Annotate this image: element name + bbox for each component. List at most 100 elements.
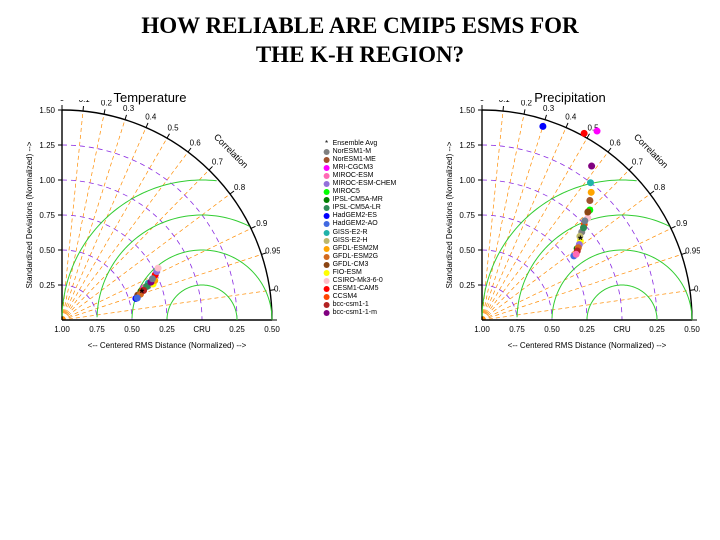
svg-text:0.99: 0.99 [694, 285, 700, 294]
taylor-svg-right: 00.10.20.30.40.50.60.70.80.90.950.991Cor… [440, 100, 700, 360]
legend-label: IPSL-CM5A-LR [333, 204, 381, 212]
svg-text:0.50: 0.50 [684, 325, 700, 334]
svg-text:0.95: 0.95 [265, 247, 280, 256]
svg-text:0.50: 0.50 [544, 325, 560, 334]
legend-label: NorESM1-ME [333, 156, 376, 164]
legend-label: GFDL-ESM2G [333, 253, 379, 261]
legend: *Ensemble AvgNorESM1-MNorESM1-MEMRI-CGCM… [324, 140, 397, 317]
svg-text:0.50: 0.50 [39, 246, 55, 255]
svg-text:0.75: 0.75 [459, 211, 475, 220]
svg-text:*: * [139, 286, 144, 300]
svg-text:0.4: 0.4 [565, 113, 577, 122]
svg-text:0.8: 0.8 [654, 183, 666, 192]
svg-text:0.6: 0.6 [610, 138, 622, 147]
svg-text:Standardized Deviations (Norma: Standardized Deviations (Normalized) --> [25, 141, 34, 288]
svg-text:0.50: 0.50 [264, 325, 280, 334]
legend-swatch-icon [324, 221, 330, 227]
svg-text:0.3: 0.3 [543, 104, 555, 113]
legend-label: MIROC5 [333, 188, 360, 196]
legend-swatch-icon [324, 165, 330, 171]
svg-text:*: * [578, 233, 583, 247]
svg-text:0.95: 0.95 [685, 247, 700, 256]
legend-item: CCSM4 [324, 293, 397, 301]
taylor-temperature: Temperature 00.10.20.30.40.50.60.70.80.9… [20, 100, 280, 365]
svg-text:0.25: 0.25 [159, 325, 175, 334]
taylor-precipitation: Precipitation 00.10.20.30.40.50.60.70.80… [440, 100, 700, 365]
legend-item: GISS-E2-H [324, 237, 397, 245]
legend-swatch-icon [324, 197, 330, 203]
title-line-1: HOW RELIABLE ARE CMIP5 ESMS FOR [141, 13, 578, 38]
svg-text:0.25: 0.25 [649, 325, 665, 334]
legend-item: IPSL-CM5A-LR [324, 204, 397, 212]
legend-label: MRI-CGCM3 [333, 164, 373, 172]
svg-text:0.5: 0.5 [167, 124, 179, 133]
legend-item: bcc-csm1-1-m [324, 309, 397, 317]
legend-swatch-icon [324, 230, 330, 236]
legend-swatch-icon [324, 157, 330, 163]
svg-text:1.25: 1.25 [459, 141, 475, 150]
legend-label: MIROC-ESM-CHEM [333, 180, 397, 188]
legend-swatch-icon [324, 254, 330, 260]
svg-text:0.75: 0.75 [39, 211, 55, 220]
svg-text:0.99: 0.99 [274, 285, 280, 294]
legend-label: CESM1-CAM5 [333, 285, 379, 293]
legend-item: MIROC-ESM [324, 172, 397, 180]
legend-swatch-icon [324, 294, 330, 300]
legend-label: GFDL-CM3 [333, 261, 369, 269]
svg-text:1.00: 1.00 [54, 325, 70, 334]
svg-text:1.00: 1.00 [39, 176, 55, 185]
legend-swatch-icon [324, 213, 330, 219]
legend-label: IPSL-CM5A-MR [333, 196, 383, 204]
legend-swatch-icon [324, 181, 330, 187]
legend-swatch-icon [324, 310, 330, 316]
legend-item: *Ensemble Avg [324, 140, 397, 148]
legend-item: CSIRO-Mk3-6-0 [324, 277, 397, 285]
legend-swatch-icon [324, 149, 330, 155]
svg-text:0.75: 0.75 [509, 325, 525, 334]
svg-text:0.25: 0.25 [39, 281, 55, 290]
legend-label: CSIRO-Mk3-6-0 [333, 277, 383, 285]
svg-text:0.25: 0.25 [579, 325, 595, 334]
svg-text:1.50: 1.50 [39, 106, 55, 115]
legend-item: FIO-ESM [324, 269, 397, 277]
title-line-2: THE K-H REGION? [256, 42, 464, 67]
legend-swatch-icon [324, 246, 330, 252]
legend-swatch-icon [324, 278, 330, 284]
chart-title-left: Temperature [20, 90, 280, 105]
svg-text:0.9: 0.9 [256, 219, 268, 228]
legend-item: MRI-CGCM3 [324, 164, 397, 172]
legend-label: bcc-csm1-1-m [333, 309, 377, 317]
svg-text:0.25: 0.25 [229, 325, 245, 334]
legend-swatch-icon [324, 286, 330, 292]
legend-item: GISS-E2-R [324, 229, 397, 237]
legend-swatch-icon [324, 238, 330, 244]
svg-text:0.8: 0.8 [234, 183, 246, 192]
legend-item: GFDL-ESM2M [324, 245, 397, 253]
legend-label: NorESM1-M [333, 148, 372, 156]
legend-item: HadGEM2-AO [324, 220, 397, 228]
svg-text:1.00: 1.00 [459, 176, 475, 185]
legend-item: CESM1-CAM5 [324, 285, 397, 293]
legend-label: CCSM4 [333, 293, 358, 301]
legend-item: NorESM1-ME [324, 156, 397, 164]
taylor-svg-left: 00.10.20.30.40.50.60.70.80.90.950.991Cor… [20, 100, 280, 360]
legend-swatch-icon [324, 302, 330, 308]
legend-label: HadGEM2-ES [333, 212, 377, 220]
legend-item: MIROC5 [324, 188, 397, 196]
legend-label: GFDL-ESM2M [333, 245, 379, 253]
legend-swatch-icon [324, 205, 330, 211]
svg-text:CRU: CRU [613, 325, 631, 334]
legend-swatch-icon [324, 270, 330, 276]
legend-item: bcc-csm1-1 [324, 301, 397, 309]
legend-item: HadGEM2-ES [324, 212, 397, 220]
svg-text:<-- Centered RMS Distance (No: <-- Centered RMS Distance (Normalized) -… [508, 341, 667, 350]
legend-item: IPSL-CM5A-MR [324, 196, 397, 204]
svg-text:0.3: 0.3 [123, 104, 135, 113]
legend-swatch-icon [324, 189, 330, 195]
svg-text:0.7: 0.7 [632, 157, 644, 166]
legend-swatch-icon [324, 173, 330, 179]
legend-label: FIO-ESM [333, 269, 362, 277]
svg-text:1.00: 1.00 [474, 325, 490, 334]
svg-text:0.75: 0.75 [89, 325, 105, 334]
legend-label: HadGEM2-AO [333, 220, 378, 228]
